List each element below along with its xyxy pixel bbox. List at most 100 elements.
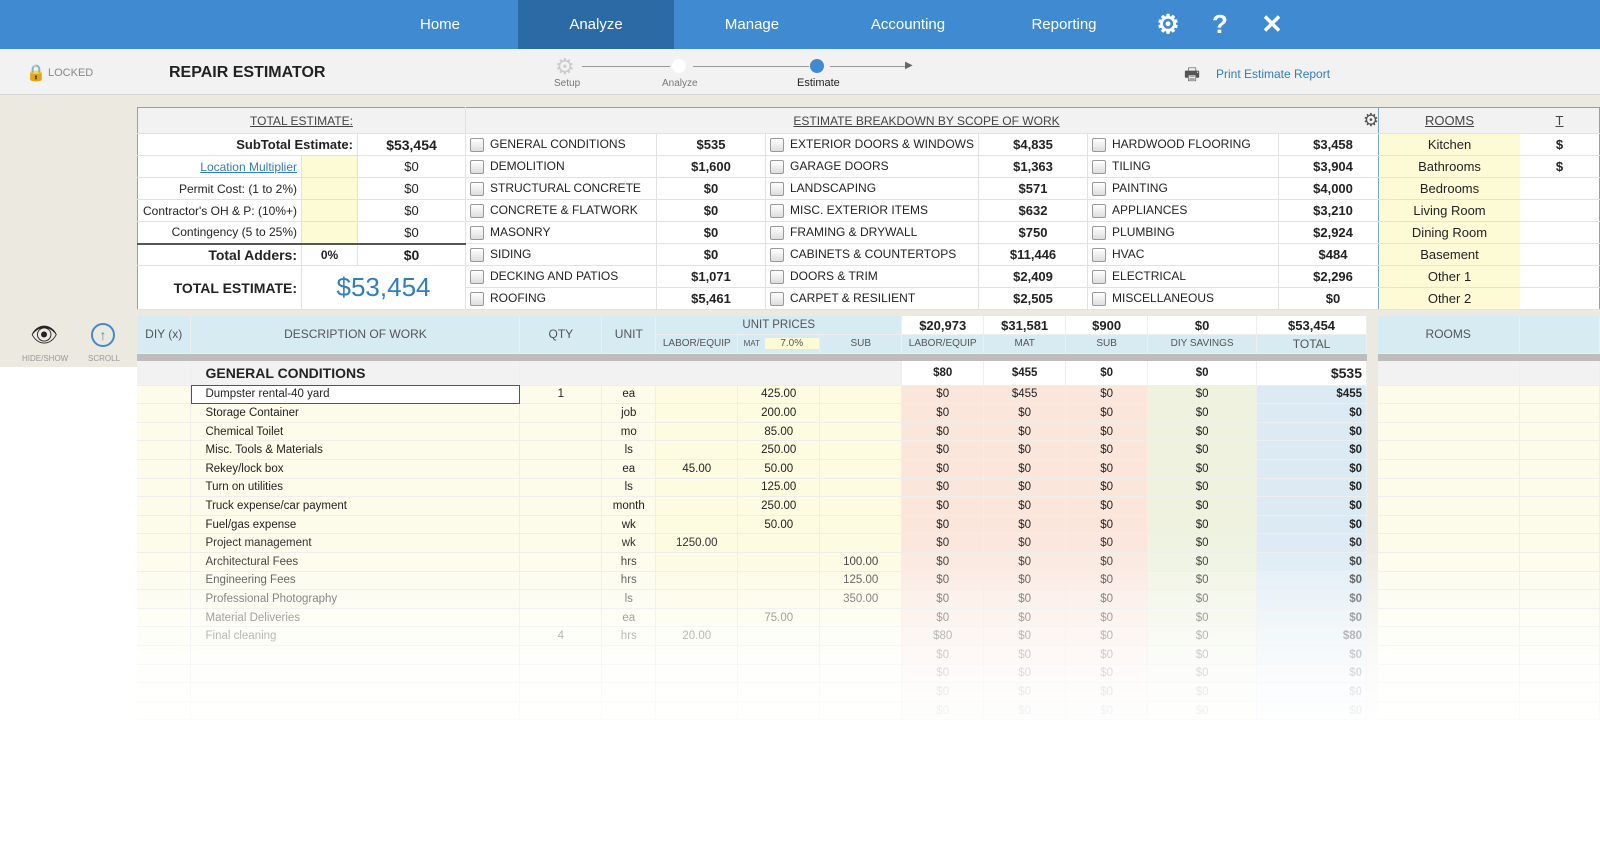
scope-checkbox[interactable] bbox=[1092, 159, 1107, 174]
description-cell[interactable]: Dumpster rental-40 yard bbox=[190, 385, 521, 405]
unit-cell[interactable]: job bbox=[601, 403, 657, 423]
diy-cell[interactable] bbox=[137, 552, 192, 572]
room-name[interactable]: Bedrooms bbox=[1378, 177, 1521, 200]
sub-price-cell[interactable] bbox=[819, 626, 903, 646]
mat-price-cell[interactable] bbox=[737, 589, 821, 609]
scope-checkbox[interactable] bbox=[1092, 137, 1107, 152]
setup-gear-icon[interactable]: ⚙ bbox=[555, 54, 575, 79]
room-cell[interactable] bbox=[1377, 478, 1520, 498]
labor-price-cell[interactable]: 1250.00 bbox=[655, 533, 739, 554]
scope-checkbox[interactable] bbox=[470, 203, 484, 218]
mat-price-cell[interactable] bbox=[737, 645, 821, 665]
room-cell[interactable] bbox=[1377, 496, 1520, 516]
room-cell[interactable] bbox=[1377, 701, 1520, 721]
scope-item[interactable]: ELECTRICAL bbox=[1087, 265, 1280, 288]
mat-price-cell[interactable]: 85.00 bbox=[737, 422, 821, 442]
tab-analyze[interactable]: Analyze bbox=[518, 0, 674, 49]
qty-cell[interactable] bbox=[519, 478, 603, 498]
scope-item[interactable]: STRUCTURAL CONCRETE bbox=[465, 177, 657, 200]
help-icon[interactable]: ? bbox=[1212, 9, 1228, 39]
scope-checkbox[interactable] bbox=[770, 291, 784, 306]
diy-cell[interactable] bbox=[137, 608, 192, 628]
scope-checkbox[interactable] bbox=[1092, 291, 1107, 306]
tab-accounting[interactable]: Accounting bbox=[870, 16, 946, 33]
room-cell[interactable] bbox=[1377, 459, 1520, 479]
scope-item[interactable]: APPLIANCES bbox=[1087, 199, 1280, 222]
col-qty[interactable]: QTY bbox=[519, 316, 603, 354]
description-cell[interactable] bbox=[190, 682, 521, 702]
scope-item[interactable]: TILING bbox=[1087, 155, 1280, 178]
col-sub-total[interactable]: SUB bbox=[1065, 334, 1149, 354]
scroll-up-icon[interactable]: ↑ bbox=[91, 323, 115, 347]
unit-cell[interactable]: ls bbox=[601, 478, 657, 498]
mat-price-cell[interactable] bbox=[737, 701, 821, 721]
scope-checkbox[interactable] bbox=[1092, 247, 1107, 262]
unit-cell[interactable]: hrs bbox=[601, 626, 657, 646]
description-cell[interactable] bbox=[190, 701, 521, 721]
labor-price-cell[interactable] bbox=[655, 608, 739, 628]
col-sub-price[interactable]: SUB bbox=[819, 334, 903, 354]
room-cell[interactable] bbox=[1377, 571, 1520, 591]
labor-price-cell[interactable] bbox=[655, 496, 739, 516]
adjustment-input[interactable] bbox=[301, 221, 358, 244]
room-cell[interactable] bbox=[1377, 645, 1520, 665]
hide-show-label[interactable]: HIDE/SHOW bbox=[22, 354, 69, 363]
qty-cell[interactable] bbox=[519, 701, 603, 721]
qty-cell[interactable] bbox=[519, 608, 603, 628]
labor-price-cell[interactable] bbox=[655, 701, 739, 721]
scope-settings-gear-icon[interactable]: ⚙ bbox=[1362, 110, 1380, 130]
mat-price-cell[interactable]: 125.00 bbox=[737, 478, 821, 498]
diy-cell[interactable] bbox=[137, 682, 192, 702]
sub-price-cell[interactable] bbox=[819, 440, 903, 461]
scope-checkbox[interactable] bbox=[770, 181, 784, 196]
diy-cell[interactable] bbox=[137, 515, 192, 535]
scope-item[interactable]: HARDWOOD FLOORING bbox=[1087, 133, 1280, 156]
scope-item[interactable]: DEMOLITION bbox=[465, 155, 657, 178]
mat-price-cell[interactable] bbox=[737, 664, 821, 684]
mat-price-cell[interactable] bbox=[737, 626, 821, 646]
qty-cell[interactable] bbox=[519, 403, 603, 423]
mat-markup-input[interactable]: 7.0% bbox=[764, 338, 819, 350]
col-labor-total[interactable]: LABOR/EQUIP bbox=[901, 334, 985, 354]
sub-price-cell[interactable] bbox=[819, 645, 903, 665]
sub-price-cell[interactable] bbox=[819, 533, 903, 554]
labor-price-cell[interactable] bbox=[655, 571, 739, 591]
scroll-label[interactable]: SCROLL bbox=[88, 354, 121, 363]
labor-price-cell[interactable] bbox=[655, 682, 739, 702]
col-total[interactable]: TOTAL bbox=[1256, 334, 1368, 354]
labor-price-cell[interactable] bbox=[655, 664, 739, 684]
scope-checkbox[interactable] bbox=[1092, 225, 1107, 240]
qty-cell[interactable] bbox=[519, 496, 603, 516]
unit-cell[interactable]: ls bbox=[601, 589, 657, 609]
labor-price-cell[interactable] bbox=[655, 552, 739, 572]
sub-price-cell[interactable]: 350.00 bbox=[819, 589, 903, 609]
qty-cell[interactable] bbox=[519, 682, 603, 702]
mat-price-cell[interactable]: 425.00 bbox=[737, 385, 821, 405]
scope-item[interactable]: MISCELLANEOUS bbox=[1087, 287, 1280, 310]
scope-checkbox[interactable] bbox=[470, 159, 484, 174]
sub-price-cell[interactable] bbox=[819, 422, 903, 442]
scope-item[interactable]: CARPET & RESILIENT bbox=[765, 287, 980, 310]
diy-cell[interactable] bbox=[137, 422, 192, 442]
unit-cell[interactable] bbox=[601, 645, 657, 665]
description-cell[interactable]: Misc. Tools & Materials bbox=[190, 440, 521, 461]
unit-cell[interactable]: month bbox=[601, 496, 657, 516]
scope-item[interactable]: GENERAL CONDITIONS bbox=[465, 133, 657, 156]
description-cell[interactable]: Final cleaning bbox=[190, 626, 521, 646]
labor-price-cell[interactable] bbox=[655, 478, 739, 498]
scope-checkbox[interactable] bbox=[770, 203, 784, 218]
scope-item[interactable]: MISC. EXTERIOR ITEMS bbox=[765, 199, 980, 222]
qty-cell[interactable] bbox=[519, 422, 603, 442]
mat-price-cell[interactable]: 250.00 bbox=[737, 440, 821, 461]
room-cell[interactable] bbox=[1377, 422, 1520, 442]
mat-price-cell[interactable]: 200.00 bbox=[737, 403, 821, 423]
adjustment-input[interactable] bbox=[301, 177, 358, 200]
description-cell[interactable]: Truck expense/car payment bbox=[190, 496, 521, 516]
adjustment-input[interactable] bbox=[301, 199, 358, 222]
labor-price-cell[interactable] bbox=[655, 645, 739, 665]
tab-home[interactable]: Home bbox=[419, 16, 460, 33]
unit-cell[interactable]: mo bbox=[601, 422, 657, 442]
labor-price-cell[interactable] bbox=[655, 422, 739, 442]
description-cell[interactable]: Professional Photography bbox=[190, 589, 521, 609]
scope-item[interactable]: DECKING AND PATIOS bbox=[465, 265, 657, 288]
